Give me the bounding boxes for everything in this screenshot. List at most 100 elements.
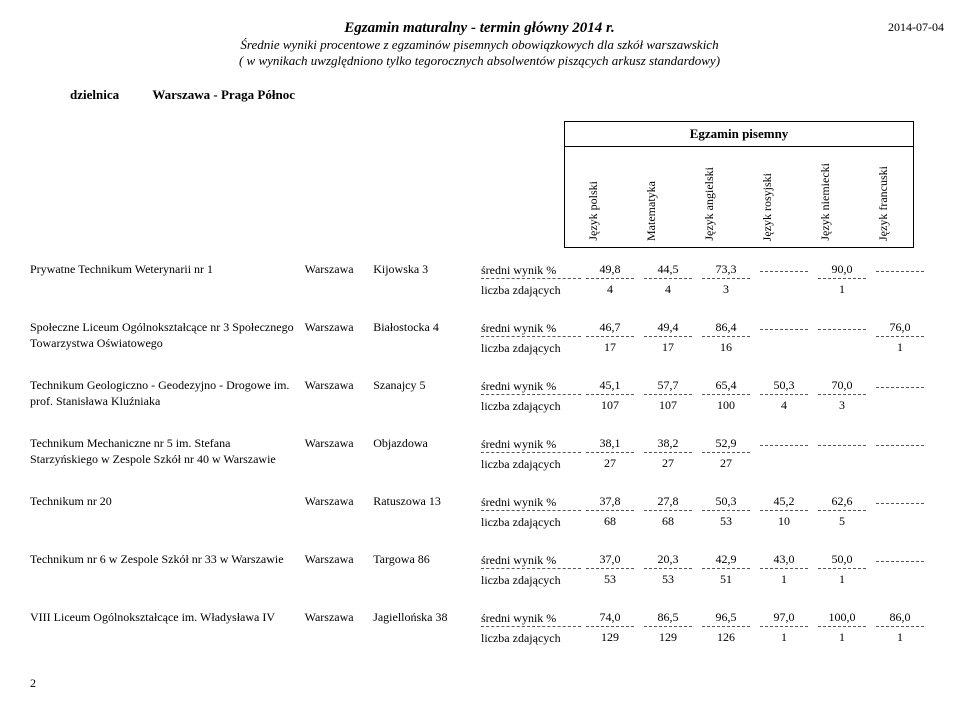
avg-cell: 74,0 — [586, 610, 634, 627]
school-street: Białostocka 4 — [373, 320, 481, 335]
avg-cell: 65,4 — [702, 378, 750, 395]
school-name: Technikum Geologiczno - Geodezyjno - Dro… — [30, 378, 305, 409]
avg-cell — [876, 270, 924, 272]
label-avg: średni wynik % — [481, 379, 581, 395]
count-cell — [818, 464, 866, 465]
avg-cell: 86,4 — [702, 320, 750, 337]
avg-cell — [876, 502, 924, 504]
avg-cell: 50,0 — [818, 552, 866, 569]
avg-cell: 57,7 — [644, 378, 692, 395]
title-sub2: ( w wynikach uwzględniono tylko tegorocz… — [30, 53, 929, 69]
label-count: liczba zdających — [481, 283, 581, 298]
school-name: Prywatne Technikum Weterynarii nr 1 — [30, 262, 305, 278]
school-row: Technikum nr 6 w Zespole Szkół nr 33 w W… — [30, 552, 929, 588]
label-avg: średni wynik % — [481, 495, 581, 511]
school-row: Technikum Geologiczno - Geodezyjno - Dro… — [30, 378, 929, 414]
avg-cell: 37,8 — [586, 494, 634, 511]
count-cell: 100 — [702, 398, 750, 414]
count-cell — [818, 348, 866, 349]
school-row: Prywatne Technikum Weterynarii nr 1Warsz… — [30, 262, 929, 298]
col-label: Język angielski — [703, 167, 717, 241]
avg-cell — [818, 444, 866, 446]
count-cell — [876, 464, 924, 465]
count-cell: 5 — [818, 514, 866, 530]
metric-block: średni wynik %37,020,342,943,050,0liczba… — [481, 552, 929, 588]
title-sub1: Średnie wyniki procentowe z egzaminów pi… — [30, 37, 929, 53]
label-count: liczba zdających — [481, 341, 581, 356]
count-cell — [760, 464, 808, 465]
school-name: Społeczne Liceum Ogólnokształcące nr 3 S… — [30, 320, 305, 351]
count-cell: 27 — [586, 456, 634, 472]
avg-cell: 43,0 — [760, 552, 808, 569]
avg-cell: 76,0 — [876, 320, 924, 337]
count-cell — [760, 290, 808, 291]
label-count: liczba zdających — [481, 631, 581, 646]
avg-cell: 20,3 — [644, 552, 692, 569]
school-city: Warszawa — [305, 320, 374, 335]
count-cell: 53 — [644, 572, 692, 588]
exam-header: Egzamin pisemny Język polski Matematyka … — [30, 121, 914, 248]
count-cell: 17 — [644, 340, 692, 356]
school-city: Warszawa — [305, 378, 374, 393]
avg-cell — [818, 328, 866, 330]
metric-block: średni wynik %38,138,252,9liczba zdający… — [481, 436, 929, 472]
metric-block: średni wynik % 49,8 44,5 73,3 90,0 liczba zda… — [481, 262, 929, 298]
district-name: Warszawa - Praga Północ — [152, 87, 295, 102]
avg-cell: 86,5 — [644, 610, 692, 627]
school-city: Warszawa — [305, 610, 374, 625]
count-cell: 4 — [644, 282, 692, 298]
count-cell: 126 — [702, 630, 750, 646]
school-street: Targowa 86 — [373, 552, 481, 567]
count-cell: 4 — [586, 282, 634, 298]
avg-cell: 49,8 — [586, 262, 634, 279]
school-city: Warszawa — [305, 262, 374, 277]
count-cell: 129 — [586, 630, 634, 646]
label-avg: średni wynik % — [481, 611, 581, 627]
column-labels: Język polski Matematyka Język angielski … — [565, 147, 913, 247]
count-cell: 53 — [586, 572, 634, 588]
label-count: liczba zdających — [481, 573, 581, 588]
avg-cell: 37,0 — [586, 552, 634, 569]
date-stamp: 2014-07-04 — [888, 20, 944, 35]
district-line: dzielnica Warszawa - Praga Północ — [70, 87, 929, 103]
metric-block: średni wynik %46,749,486,476,0liczba zda… — [481, 320, 929, 356]
col-label: Język niemiecki — [819, 163, 833, 241]
count-cell: 68 — [644, 514, 692, 530]
count-cell — [760, 348, 808, 349]
metric-block: średni wynik %45,157,765,450,370,0liczba… — [481, 378, 929, 414]
count-cell: 17 — [586, 340, 634, 356]
avg-cell: 73,3 — [702, 262, 750, 279]
avg-cell: 46,7 — [586, 320, 634, 337]
count-cell: 129 — [644, 630, 692, 646]
avg-cell: 45,1 — [586, 378, 634, 395]
school-street: Ratuszowa 13 — [373, 494, 481, 509]
avg-cell — [760, 270, 808, 272]
avg-cell: 27,8 — [644, 494, 692, 511]
count-cell: 107 — [644, 398, 692, 414]
avg-cell: 44,5 — [644, 262, 692, 279]
school-city: Warszawa — [305, 552, 374, 567]
count-cell: 27 — [644, 456, 692, 472]
avg-cell: 50,3 — [702, 494, 750, 511]
school-street: Kijowska 3 — [373, 262, 481, 277]
school-street: Jagiellońska 38 — [373, 610, 481, 625]
district-label: dzielnica — [70, 87, 119, 102]
school-row: Społeczne Liceum Ogólnokształcące nr 3 S… — [30, 320, 929, 356]
col-label: Język polski — [587, 181, 601, 241]
label-count: liczba zdających — [481, 515, 581, 530]
page-header: Egzamin maturalny - termin główny 2014 r… — [30, 20, 929, 69]
school-name: Technikum Mechaniczne nr 5 im. Stefana S… — [30, 436, 305, 467]
avg-cell: 90,0 — [818, 262, 866, 279]
label-avg: średni wynik % — [481, 263, 581, 279]
label-count: liczba zdających — [481, 399, 581, 414]
avg-cell: 97,0 — [760, 610, 808, 627]
avg-cell: 38,2 — [644, 436, 692, 453]
count-cell: 53 — [702, 514, 750, 530]
exam-header-title: Egzamin pisemny — [565, 122, 913, 147]
avg-cell: 45,2 — [760, 494, 808, 511]
count-cell: 1 — [760, 572, 808, 588]
school-city: Warszawa — [305, 436, 374, 451]
school-name: VIII Liceum Ogólnokształcące im. Władysł… — [30, 610, 305, 626]
avg-cell: 86,0 — [876, 610, 924, 627]
school-street: Szanajcy 5 — [373, 378, 481, 393]
